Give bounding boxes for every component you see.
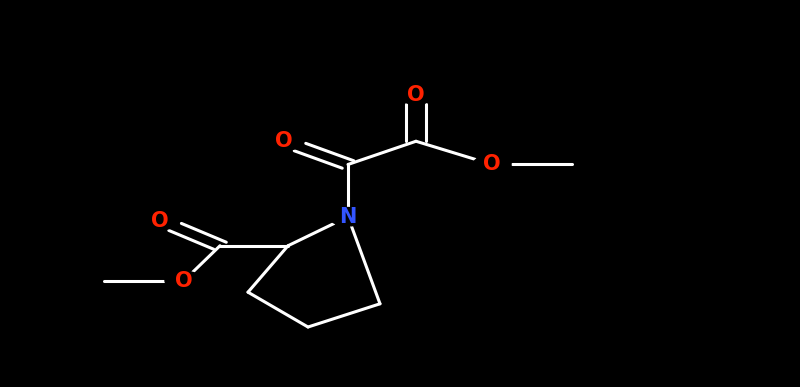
Circle shape (473, 155, 511, 174)
Circle shape (329, 207, 367, 226)
Text: N: N (339, 207, 357, 227)
Circle shape (265, 132, 303, 151)
Circle shape (165, 271, 203, 290)
Text: O: O (407, 85, 425, 105)
Text: O: O (151, 211, 169, 231)
Text: O: O (483, 154, 501, 175)
Circle shape (141, 211, 179, 230)
Circle shape (397, 86, 435, 104)
Text: O: O (275, 131, 293, 151)
Text: O: O (175, 271, 193, 291)
